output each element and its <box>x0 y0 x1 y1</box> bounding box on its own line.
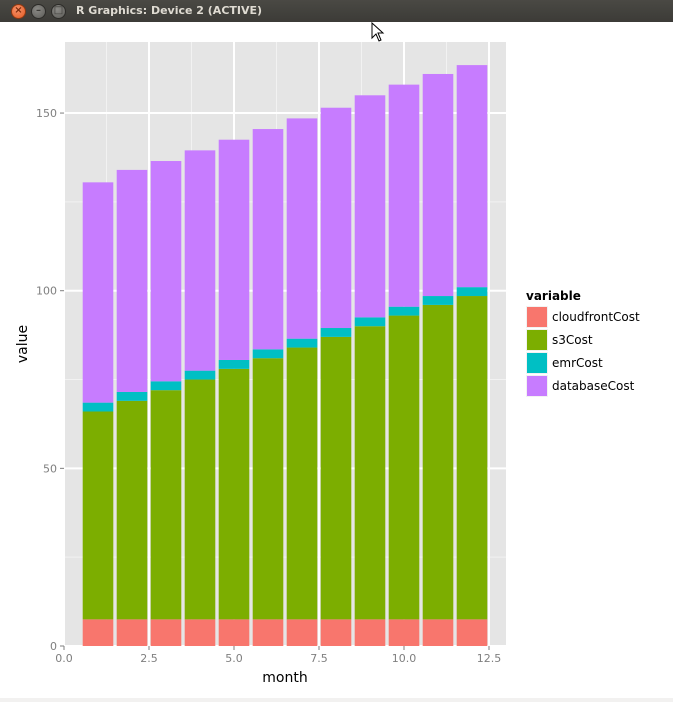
plot-canvas: 0.0 2.5 5.0 7.5 10.0 12.5 0 50 100 150 month val… <box>0 22 673 698</box>
bar-databaseCost-11 <box>422 73 454 297</box>
bar-cloudfrontCost-10 <box>388 619 420 646</box>
bar-s3Cost-6 <box>252 358 284 620</box>
bar-s3Cost-7 <box>286 347 318 620</box>
y-axis-label: value <box>15 325 31 363</box>
bar-databaseCost-2 <box>116 169 148 392</box>
bar-cloudfrontCost-12 <box>456 619 488 646</box>
x-axis-ticks: 0.0 2.5 5.0 7.5 10.0 12.5 <box>55 646 501 665</box>
bar-cloudfrontCost-3 <box>150 619 182 646</box>
close-window-button[interactable]: × <box>11 4 26 19</box>
legend-swatch-databaseCost <box>527 376 547 396</box>
bar-s3Cost-4 <box>184 379 216 620</box>
bar-s3Cost-10 <box>388 315 420 620</box>
bar-emrCost-7 <box>286 338 318 348</box>
maximize-window-button[interactable]: □ <box>51 4 66 19</box>
bar-cloudfrontCost-9 <box>354 619 386 646</box>
bar-emrCost-5 <box>218 359 250 369</box>
bar-s3Cost-2 <box>116 400 148 620</box>
bars <box>82 65 488 646</box>
y-tick-label: 50 <box>43 462 57 475</box>
bar-databaseCost-6 <box>252 129 284 350</box>
bar-s3Cost-5 <box>218 368 250 620</box>
legend-label-cloudfrontCost: cloudfrontCost <box>552 310 640 324</box>
bar-databaseCost-9 <box>354 95 386 318</box>
y-tick-label: 0 <box>50 640 57 653</box>
bar-cloudfrontCost-11 <box>422 619 454 646</box>
window-title: R Graphics: Device 2 (ACTIVE) <box>76 4 263 17</box>
bar-emrCost-6 <box>252 349 284 359</box>
legend-swatch-emrCost <box>527 353 547 373</box>
x-tick-label: 0.0 <box>55 652 73 665</box>
bar-emrCost-3 <box>150 381 182 391</box>
legend-label-s3Cost: s3Cost <box>552 333 593 347</box>
bar-databaseCost-12 <box>456 65 488 288</box>
y-tick-label: 100 <box>36 285 57 298</box>
bar-emrCost-2 <box>116 391 148 401</box>
bar-databaseCost-7 <box>286 118 318 339</box>
minimize-window-button[interactable]: – <box>31 4 46 19</box>
x-tick-label: 12.5 <box>477 652 502 665</box>
bar-cloudfrontCost-6 <box>252 619 284 646</box>
mouse-pointer-icon <box>371 22 385 42</box>
maximize-icon: □ <box>53 5 64 16</box>
bar-emrCost-4 <box>184 370 216 380</box>
bar-databaseCost-5 <box>218 139 250 360</box>
bar-emrCost-12 <box>456 287 488 297</box>
y-axis-ticks: 0 50 100 150 <box>36 107 64 653</box>
bar-s3Cost-8 <box>320 336 352 620</box>
bar-s3Cost-3 <box>150 390 182 620</box>
y-tick-label: 150 <box>36 107 57 120</box>
bar-cloudfrontCost-4 <box>184 619 216 646</box>
bar-cloudfrontCost-5 <box>218 619 250 646</box>
bar-cloudfrontCost-2 <box>116 619 148 646</box>
x-tick-label: 7.5 <box>310 652 328 665</box>
legend-label-databaseCost: databaseCost <box>552 379 635 393</box>
bar-cloudfrontCost-1 <box>82 619 114 646</box>
legend-swatch-s3Cost <box>527 330 547 350</box>
bar-emrCost-10 <box>388 306 420 316</box>
bar-s3Cost-11 <box>422 304 454 620</box>
minimize-icon: – <box>36 5 41 16</box>
bar-databaseCost-10 <box>388 84 420 307</box>
x-axis-label: month <box>262 670 307 686</box>
bar-emrCost-8 <box>320 328 352 337</box>
legend-swatch-cloudfrontCost <box>527 307 547 327</box>
bar-databaseCost-3 <box>150 161 182 382</box>
bar-s3Cost-12 <box>456 296 488 620</box>
legend: variable cloudfrontCost s3Cost emrCost data… <box>526 289 640 397</box>
bar-databaseCost-4 <box>184 150 216 371</box>
bar-cloudfrontCost-8 <box>320 619 352 646</box>
bar-emrCost-11 <box>422 296 454 305</box>
stacked-bar-chart: 0.0 2.5 5.0 7.5 10.0 12.5 0 50 100 150 month val… <box>15 42 640 686</box>
bar-databaseCost-1 <box>82 182 114 403</box>
close-icon: × <box>14 5 23 16</box>
bar-s3Cost-9 <box>354 326 386 620</box>
legend-title: variable <box>526 289 581 303</box>
title-bar[interactable]: × – □ R Graphics: Device 2 (ACTIVE) <box>0 0 673 22</box>
x-tick-label: 2.5 <box>140 652 158 665</box>
bar-emrCost-9 <box>354 317 386 327</box>
bar-cloudfrontCost-7 <box>286 619 318 646</box>
bar-databaseCost-8 <box>320 107 352 329</box>
x-tick-label: 5.0 <box>225 652 243 665</box>
bar-s3Cost-1 <box>82 411 114 620</box>
x-tick-label: 10.0 <box>392 652 417 665</box>
bar-emrCost-1 <box>82 402 114 412</box>
legend-label-emrCost: emrCost <box>552 356 603 370</box>
